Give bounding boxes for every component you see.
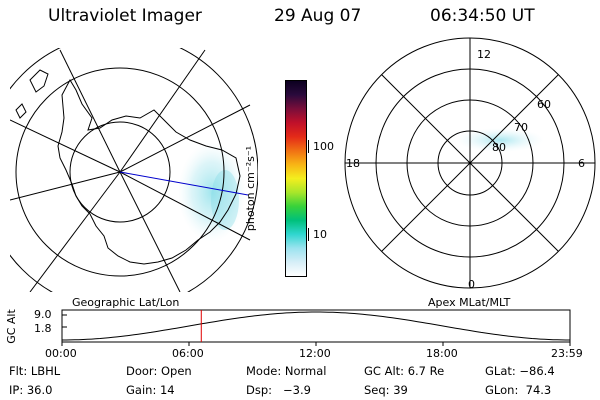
aurora-core-geo — [211, 170, 239, 230]
mlat-label-80: 80 — [492, 141, 506, 154]
status-seq: Seq: 39 — [364, 383, 408, 397]
meridian-lines — [10, 49, 251, 292]
mlt-line-diag-2 — [381, 74, 559, 252]
aurora-emission-geo — [178, 142, 246, 242]
status-filter: Flt: LBHL — [9, 364, 61, 378]
coastline — [57, 78, 241, 265]
colorbar-tick-100: 100 — [308, 140, 334, 153]
altitude-plot-frame — [61, 309, 571, 346]
mlat-circle-70 — [406, 99, 534, 227]
mlat-label-70: 70 — [514, 121, 528, 134]
observation-date: 29 Aug 07 — [274, 6, 362, 26]
lat-circle-outermost — [10, 48, 258, 292]
altitude-xtick-0: 00:00 — [45, 347, 77, 360]
altitude-xtick-1: 06:00 — [172, 347, 204, 360]
mlt-label-top: 12 — [477, 48, 491, 61]
sun-direction-line — [119, 171, 249, 196]
coastline-island-2 — [15, 103, 27, 119]
mlat-label-60: 60 — [537, 98, 551, 111]
colorbar — [285, 80, 307, 277]
status-gc-alt: GC Alt: 6.7 Re — [364, 364, 445, 378]
instrument-title: Ultraviolet Imager — [48, 6, 202, 26]
mlt-label-bottom: 0 — [468, 278, 475, 291]
altitude-xtick-2: 12:00 — [299, 347, 331, 360]
altitude-ytick-low: 1.8 — [34, 322, 52, 335]
geographic-grid — [10, 48, 258, 292]
status-door: Door: Open — [126, 364, 192, 378]
colorbar-unit: photon cm⁻²s⁻¹ — [244, 145, 258, 232]
altitude-xtick-3: 18:00 — [426, 347, 458, 360]
altitude-ylabel: GC Alt — [4, 309, 18, 344]
altitude-xtick-4: 23:59 — [551, 347, 583, 360]
mlat-circle-50 — [344, 37, 596, 289]
mlt-label-left: 18 — [346, 157, 360, 170]
apex-grid — [344, 37, 596, 289]
apex-panel-label: Apex MLat/MLT — [428, 296, 511, 309]
observation-time: 06:34:50 UT — [430, 6, 535, 26]
lat-circle-outer — [15, 67, 225, 277]
coastline-island — [29, 69, 49, 93]
geographic-panel-label: Geographic Lat/Lon — [72, 296, 180, 309]
altitude-curve — [62, 311, 570, 341]
status-gain: Gain: 14 — [126, 383, 175, 397]
mlat-circle-60 — [375, 68, 565, 258]
status-mode: Mode: Normal — [246, 364, 327, 378]
status-glat: GLat: −86.4 — [485, 364, 555, 378]
colorbar-tick-10: 10 — [308, 228, 327, 241]
status-glon: GLon: 74.3 — [485, 383, 552, 397]
status-dsp: Dsp: −3.9 — [246, 383, 311, 397]
mlt-line-diag-1 — [381, 74, 559, 252]
status-ip: IP: 36.0 — [9, 383, 53, 397]
mlt-label-right: 6 — [578, 157, 585, 170]
lat-circle-inner — [69, 121, 171, 223]
altitude-ytick-high: 9.0 — [34, 308, 52, 321]
